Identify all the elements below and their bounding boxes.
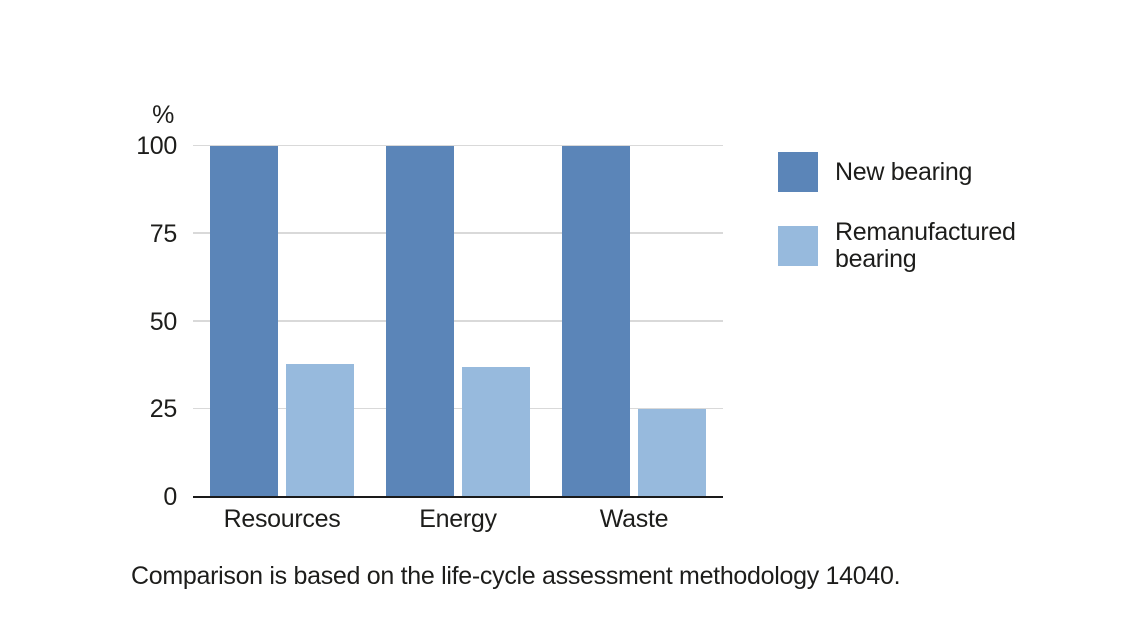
- bar-series-container: Resources Energy Waste: [193, 146, 723, 532]
- bar-remanufactured-bearing-waste: [638, 409, 706, 497]
- bar-group-resources: Resources: [210, 146, 354, 532]
- y-axis-tick-label-50: 50: [149, 307, 178, 336]
- gridline-75: [193, 232, 723, 234]
- bar-group-waste: Waste: [562, 146, 706, 532]
- bar-remanufactured-bearing-energy: [462, 367, 530, 497]
- x-axis-label-waste: Waste: [599, 505, 669, 533]
- legend-swatch-remanufactured-bearing: [778, 226, 818, 266]
- gridline-50: [193, 320, 723, 322]
- y-axis-tick-label-0: 0: [163, 483, 177, 511]
- bar-new-bearing-waste: [562, 146, 630, 497]
- gridline-100: [193, 144, 723, 146]
- x-axis-line: [193, 496, 723, 498]
- bar-new-bearing-resources: [210, 146, 278, 497]
- bar-remanufactured-bearing-resources: [286, 363, 354, 497]
- x-axis-label-resources: Resources: [223, 505, 341, 533]
- y-axis-tick-label-75: 75: [149, 219, 178, 248]
- bar-group-energy: Energy: [386, 146, 530, 532]
- legend-item-new-bearing: New bearing: [778, 152, 1040, 192]
- legend-label-remanufactured-bearing: Remanufactured bearing: [835, 218, 1016, 273]
- plot-area: Resources Energy Waste: [193, 144, 723, 532]
- bar-new-bearing-energy: [386, 146, 454, 497]
- legend-item-remanufactured-bearing: Remanufactured bearing: [778, 219, 1040, 273]
- gridline-25: [193, 407, 723, 410]
- y-axis-tick-labels: % 0 25 50 75 100: [0, 0, 177, 642]
- y-axis-tick-label-25: 25: [149, 395, 178, 424]
- x-axis-label-energy: Energy: [419, 505, 497, 533]
- legend: New bearing Remanufactured bearing: [778, 152, 1040, 300]
- y-axis-unit-label: %: [152, 101, 174, 129]
- legend-swatch-new-bearing: [778, 152, 818, 192]
- legend-label-new-bearing: New bearing: [835, 157, 973, 186]
- y-axis-tick-label-100: 100: [136, 132, 177, 160]
- caption: Comparison is based on the life-cycle as…: [131, 562, 901, 590]
